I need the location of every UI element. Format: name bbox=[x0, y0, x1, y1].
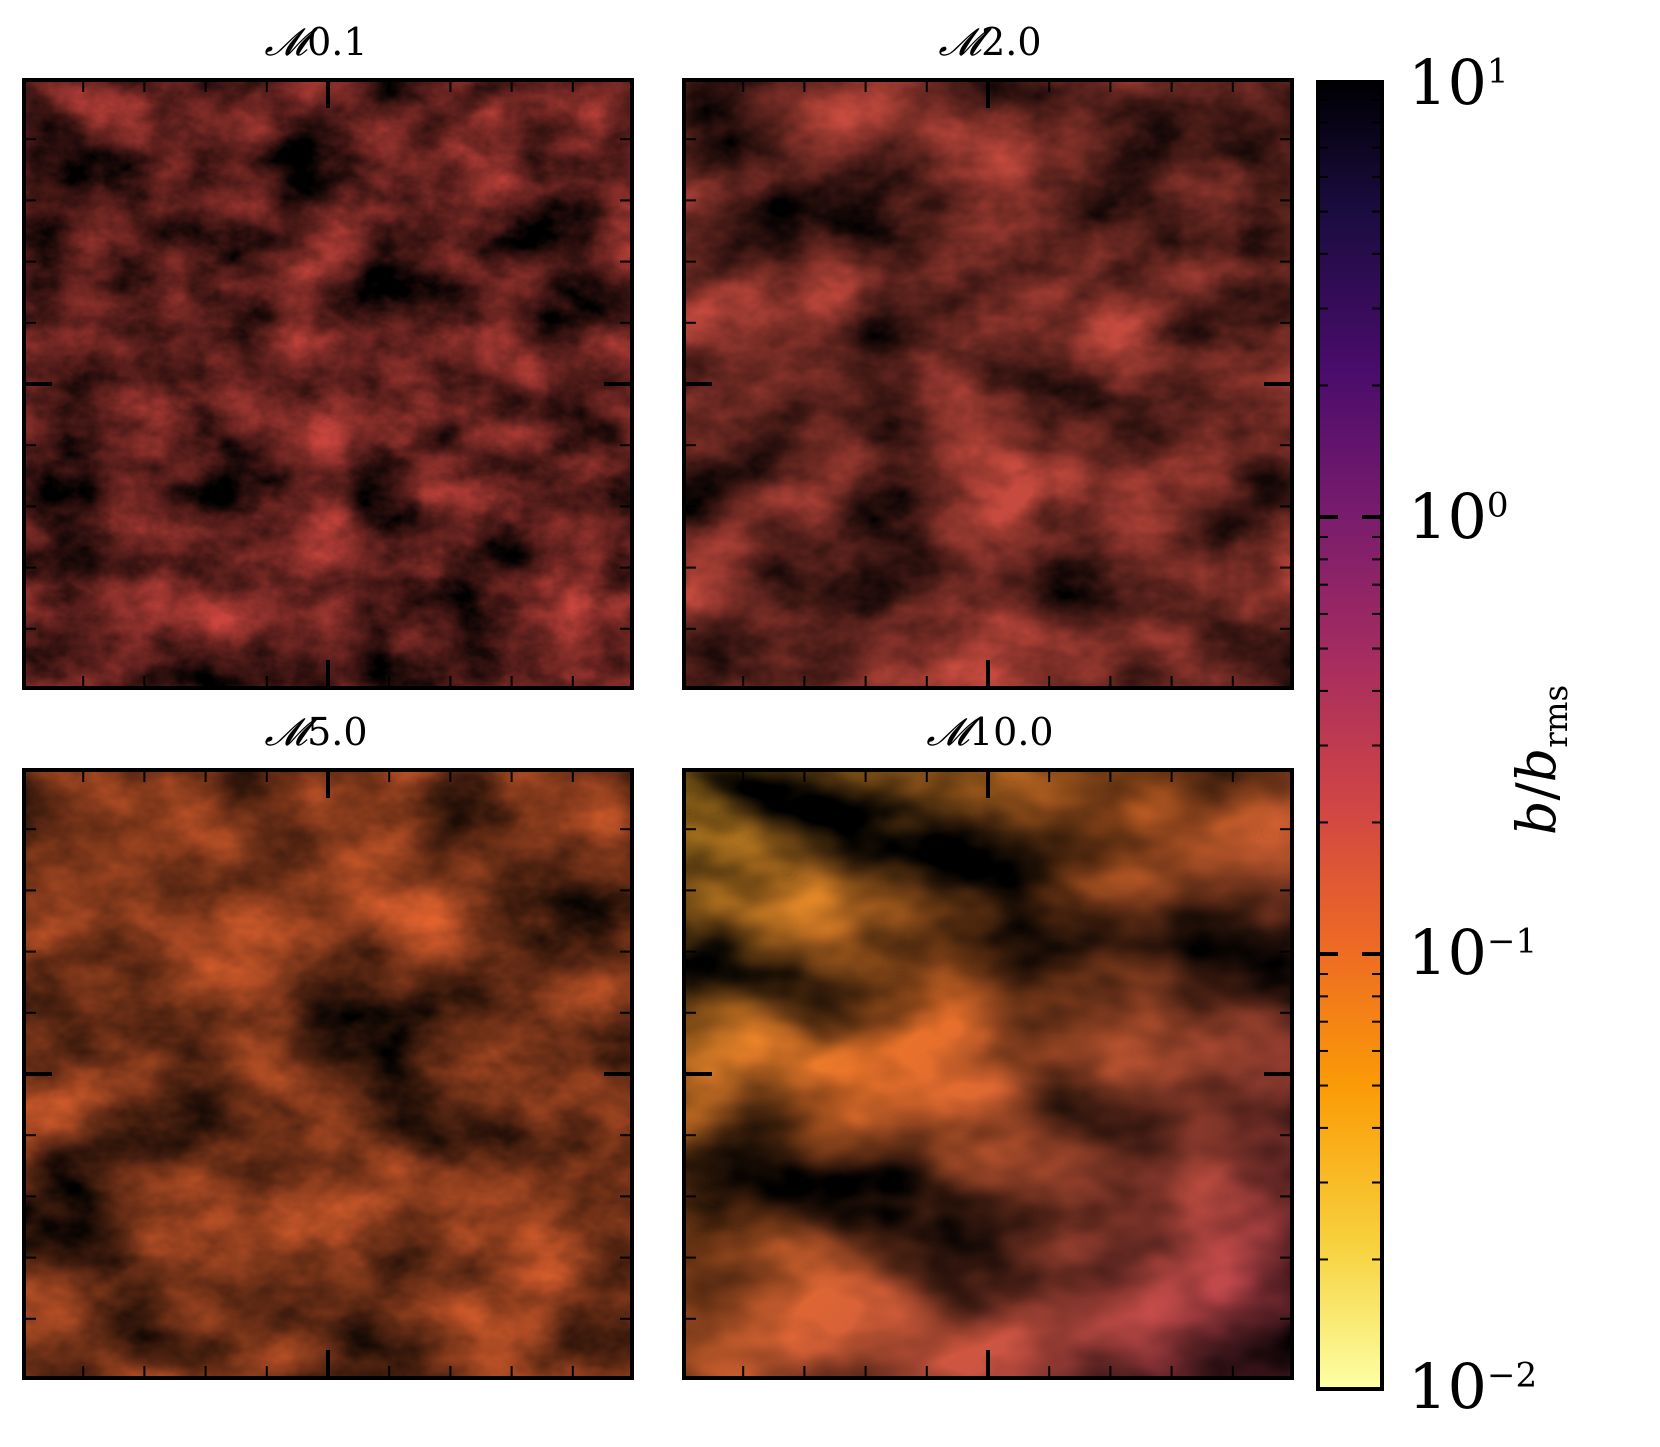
panel-title-m5-0: 𝓜5.0 bbox=[264, 710, 368, 754]
field-panel-m2-0 bbox=[682, 78, 1294, 690]
field-image-m2-0 bbox=[682, 78, 1294, 690]
field-image-m0-1 bbox=[22, 78, 634, 690]
field-panel-m10-0 bbox=[682, 768, 1294, 1380]
field-panel-m5-0 bbox=[22, 768, 634, 1380]
tick-frame bbox=[22, 78, 634, 690]
field-image-m5-0 bbox=[22, 768, 634, 1380]
panel-frame bbox=[22, 768, 634, 1380]
tick-frame bbox=[22, 768, 634, 1380]
panel-frame bbox=[682, 78, 1294, 690]
tick-frame bbox=[682, 78, 1294, 690]
colorbar bbox=[1316, 80, 1384, 1391]
panel-frame bbox=[22, 78, 634, 690]
colorbar-label: b/brms bbox=[1505, 684, 1575, 836]
panel-title-m10-0: 𝓜10.0 bbox=[926, 710, 1054, 754]
colorbar-tick-label-10-minus-1: 10−1 bbox=[1408, 916, 1538, 989]
colorbar-tick-label-10-minus-2: 10−2 bbox=[1408, 1350, 1538, 1423]
colorbar-ticks bbox=[1316, 80, 1384, 1391]
colorbar-tick-label-10-0: 100 bbox=[1408, 480, 1509, 553]
panel-frame bbox=[682, 768, 1294, 1380]
field-panel-m0-1 bbox=[22, 78, 634, 690]
field-image-m10-0 bbox=[682, 768, 1294, 1380]
panel-title-m2-0: 𝓜2.0 bbox=[938, 20, 1042, 64]
tick-frame bbox=[682, 768, 1294, 1380]
colorbar-gradient bbox=[1316, 80, 1384, 1391]
colorbar-tick-label-10-1: 101 bbox=[1408, 46, 1509, 119]
panel-title-m0-1: 𝓜0.1 bbox=[264, 20, 368, 64]
